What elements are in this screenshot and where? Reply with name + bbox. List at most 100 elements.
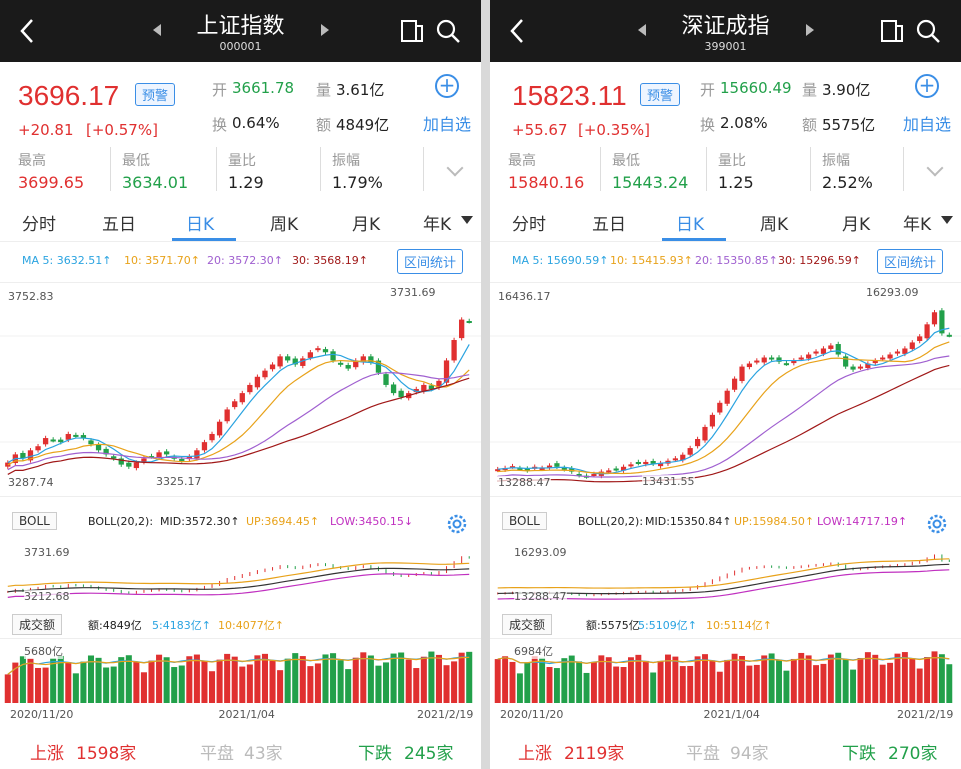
back-arrow-icon [510, 19, 523, 43]
boll-band-line [7, 567, 470, 593]
add-watchlist-icon[interactable]: + [435, 74, 459, 98]
volume-bar [872, 654, 879, 703]
candle [133, 462, 140, 469]
stat-value: 15443.24 [612, 173, 689, 192]
volume-bar [553, 668, 560, 703]
alert-button[interactable]: 预警 [135, 83, 176, 106]
prev-index-arrow[interactable] [637, 24, 646, 36]
tab-4[interactable]: 月K [842, 215, 871, 235]
volume-bar [894, 653, 901, 703]
candle [413, 389, 419, 393]
search-icon[interactable] [435, 18, 461, 44]
volume-bar [178, 665, 185, 703]
boll-min-label: 3212.68 [24, 590, 70, 603]
volume-bar [413, 668, 420, 703]
tab-5[interactable]: 年K [423, 215, 452, 235]
switch-screen-icon[interactable] [879, 18, 905, 44]
prev-index-arrow[interactable] [152, 24, 161, 36]
candle [806, 354, 812, 359]
boll-dropdown[interactable]: BOLL [502, 512, 547, 530]
candle [111, 456, 117, 459]
volume-bar [783, 670, 790, 703]
volume-bar [694, 656, 701, 703]
ma5-line [497, 327, 950, 475]
ma10-label: 10: 15415.93↑ [610, 254, 693, 267]
stat-label: 量比 [718, 153, 746, 169]
tab-0[interactable]: 分时 [22, 215, 56, 235]
dropdown-triangle-icon[interactable] [941, 216, 953, 224]
period-tabs: 分时 五日 日K 周K 月K 年K [0, 200, 481, 242]
back-button[interactable] [14, 16, 44, 46]
boll-up: UP:15984.50↑ [734, 515, 815, 528]
tab-5[interactable]: 年K [903, 215, 932, 235]
candle [672, 458, 678, 461]
stock-panel-1: 深证成指 399001 15823.11 预警 +55.67 [+0.35%] 开 15660… [490, 0, 961, 769]
boll-chart: 3731.69 3212.68 [0, 540, 481, 604]
price-change-pct: [+0.57%] [86, 121, 158, 139]
candle [739, 366, 745, 382]
volume-bar [330, 653, 337, 703]
volume-bar [118, 657, 125, 703]
volume-bar [827, 654, 834, 703]
candle [702, 426, 708, 441]
next-index-arrow[interactable] [805, 24, 814, 36]
add-watchlist-icon[interactable]: + [915, 74, 939, 98]
back-button[interactable] [504, 16, 534, 46]
tab-2[interactable]: 日K [676, 215, 705, 235]
stat-label: 最低 [122, 153, 150, 169]
volume-bar [539, 657, 546, 703]
candle [680, 454, 686, 461]
settings-gear-icon[interactable] [445, 512, 469, 536]
candle [322, 349, 329, 353]
divider [320, 147, 321, 191]
next-index-arrow[interactable] [320, 24, 329, 36]
settings-gear-icon[interactable] [925, 512, 949, 536]
volume-ma-line [7, 656, 470, 675]
tab-1[interactable]: 五日 [592, 215, 626, 235]
kline-min-label: 3287.74 [8, 476, 54, 489]
boll-up: UP:3694.45↑ [246, 515, 320, 528]
volume-label: 量 [802, 81, 818, 99]
tab-2[interactable]: 日K [186, 215, 215, 235]
add-watchlist-button[interactable]: 加自选 [423, 115, 472, 134]
volume-bar [679, 666, 686, 703]
tab-1[interactable]: 五日 [102, 215, 136, 235]
candle [88, 440, 94, 445]
dropdown-triangle-icon[interactable] [461, 216, 473, 224]
candle [126, 462, 132, 467]
candle [835, 344, 841, 355]
tab-4[interactable]: 月K [352, 215, 381, 235]
expand-chevron-icon[interactable] [926, 159, 944, 177]
stat-label: 最高 [18, 153, 46, 169]
boll-min-label: 13288.47 [514, 590, 567, 603]
add-watchlist-button[interactable]: 加自选 [903, 115, 952, 134]
candle [717, 402, 723, 413]
volume-bar [798, 652, 805, 703]
candle [360, 356, 366, 363]
unchanged-count: 94家 [730, 744, 769, 764]
switch-screen-icon[interactable] [399, 18, 425, 44]
volume-dropdown[interactable]: 成交额 [12, 614, 63, 635]
advancers-count: 1598家 [76, 744, 137, 764]
current-price: 3696.17 [18, 80, 120, 111]
volume-dropdown[interactable]: 成交额 [502, 614, 553, 635]
expand-chevron-icon[interactable] [446, 159, 464, 177]
alert-button[interactable]: 预警 [640, 83, 681, 106]
search-icon[interactable] [915, 18, 941, 44]
boll-max-label: 16293.09 [514, 546, 567, 559]
volume-ma-line [497, 656, 950, 664]
volume-bar [239, 666, 246, 703]
range-stats-button[interactable]: 区间统计 [397, 249, 464, 274]
boll-dropdown[interactable]: BOLL [12, 512, 57, 530]
tab-3[interactable]: 周K [760, 215, 789, 235]
open-value: 3661.78 [232, 79, 295, 97]
range-stats-button[interactable]: 区间统计 [877, 249, 944, 274]
tab-3[interactable]: 周K [270, 215, 299, 235]
kline-chart: 16436.17 13288.47 16293.09 13431.55 [490, 282, 961, 497]
tab-0[interactable]: 分时 [512, 215, 546, 235]
stat-value: 3699.65 [18, 173, 85, 192]
date-mid: 2021/1/04 [703, 708, 760, 721]
volume-bar [672, 656, 679, 703]
volume-svg [494, 651, 953, 703]
candle [436, 380, 442, 388]
